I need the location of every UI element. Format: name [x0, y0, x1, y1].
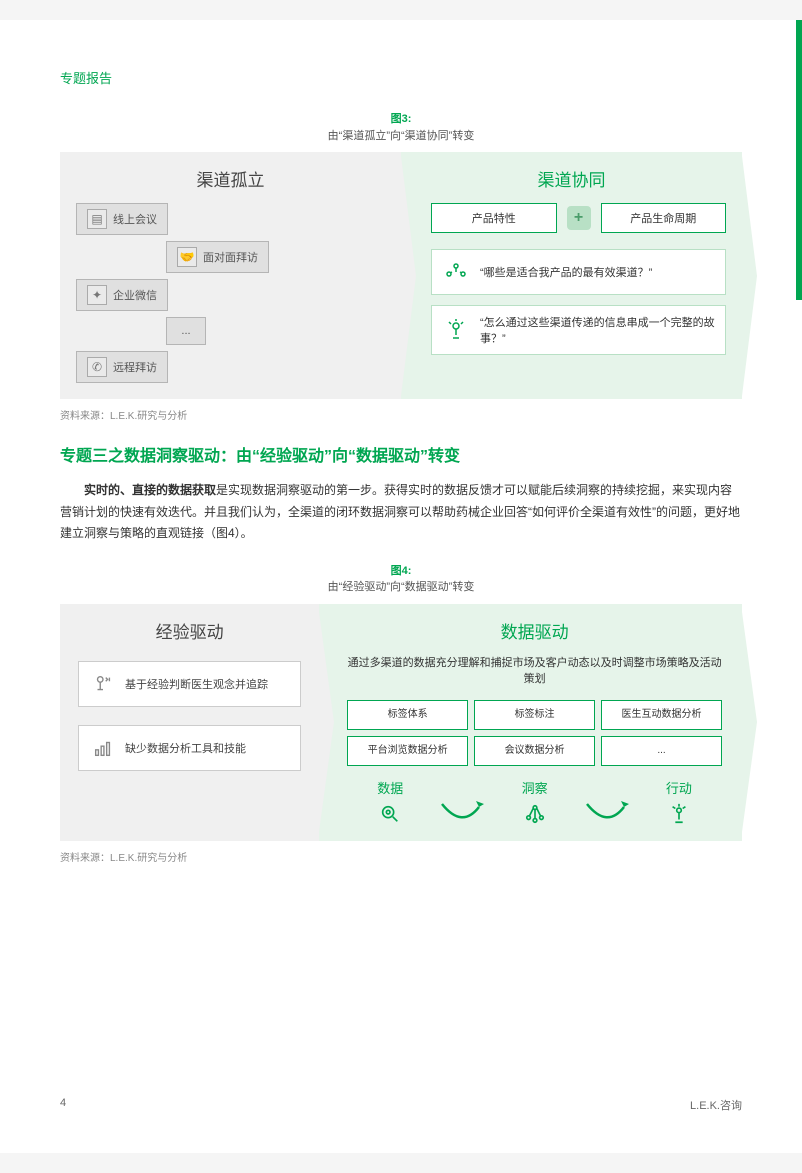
grey-row: ...	[166, 317, 385, 345]
grey-box: 🤝 面对面拜访	[166, 241, 269, 273]
grey-row: 🤝 面对面拜访	[166, 241, 385, 273]
tag-box: ...	[601, 736, 722, 766]
chart-icon	[91, 736, 115, 760]
pill: 产品生命周期	[601, 203, 727, 233]
grey-box: ✦ 企业微信	[76, 279, 168, 311]
pill: 产品特性	[431, 203, 557, 233]
pill-row: 产品特性 + 产品生命周期	[417, 203, 726, 233]
fig4-title: 由“经验驱动”向“数据驱动”转变	[328, 581, 475, 593]
arrow-notch	[319, 612, 334, 832]
grey-box-list: ▤ 线上会议 🤝 面对面拜访 ✦ 企业微信	[76, 203, 385, 383]
grey-box-label: 企业微信	[113, 287, 157, 303]
flow-item: 数据	[347, 778, 433, 827]
accent-bar-top	[796, 20, 802, 300]
handshake-icon: 🤝	[177, 247, 197, 267]
white-box-text: 基于经验判断医生观念并追踪	[125, 676, 268, 692]
footer-brand: L.E.K.咨询	[690, 1097, 742, 1113]
tag-box: 平台浏览数据分析	[347, 736, 468, 766]
action-icon	[636, 801, 722, 827]
fig4-left-title: 经验驱动	[78, 618, 301, 643]
header-label: 专题报告	[60, 68, 742, 87]
quote-text: “哪些是适合我产品的最有效渠道？”	[480, 264, 652, 280]
arrow-notch	[742, 156, 757, 396]
tag-box: 标签标注	[474, 700, 595, 730]
grey-row: ✆ 远程拜访	[76, 351, 385, 383]
body-bold: 实时的、直接的数据获取	[84, 483, 216, 497]
arrow-notch	[401, 156, 416, 396]
quote-text: “怎么通过这些渠道传递的信息串成一个完整的故事？”	[480, 314, 715, 346]
magnifier-icon	[347, 801, 433, 827]
white-box: 基于经验判断医生观念并追踪	[78, 661, 301, 707]
body-paragraph: 实时的、直接的数据获取是实现数据洞察驱动的第一步。获得实时的数据反馈才可以赋能后…	[60, 480, 742, 545]
tag-box: 标签体系	[347, 700, 468, 730]
grey-box: ✆ 远程拜访	[76, 351, 168, 383]
fig3-left-title: 渠道孤立	[76, 166, 385, 191]
grey-box: ...	[166, 317, 206, 345]
section-heading: 专题三之数据洞察驱动：由“经验驱动”向“数据驱动”转变	[60, 442, 742, 466]
fig4-source: 资料来源：L.E.K.研究与分析	[60, 849, 742, 864]
plus-icon: +	[567, 206, 591, 230]
fig3-diagram: 渠道孤立 ▤ 线上会议 🤝 面对面拜访 ✦	[60, 152, 742, 399]
fig4-caption: 图4: 由“经验驱动”向“数据驱动”转变	[60, 563, 742, 596]
page-number: 4	[60, 1097, 66, 1113]
flow-label: 数据	[347, 778, 433, 797]
fig4-right-title: 数据驱动	[347, 618, 722, 643]
fig3-right-panel: 渠道协同 产品特性 + 产品生命周期 “哪些是适合我产品的最有效渠道？” “怎么…	[401, 152, 742, 399]
flow-row: 数据 洞察 行动	[347, 778, 722, 827]
grey-box-label: 面对面拜访	[203, 249, 258, 265]
grey-box-label: 线上会议	[113, 211, 157, 227]
tag-grid: 标签体系 标签标注 医生互动数据分析 平台浏览数据分析 会议数据分析 ...	[347, 700, 722, 766]
fig4-left-panel: 经验驱动 基于经验判断医生观念并追踪 缺少数据分析工具和技能	[60, 604, 319, 841]
tag-box: 医生互动数据分析	[601, 700, 722, 730]
people-icon	[442, 258, 470, 286]
flow-item: 洞察	[491, 778, 577, 827]
flow-label: 行动	[636, 778, 722, 797]
fig3-left-panel: 渠道孤立 ▤ 线上会议 🤝 面对面拜访 ✦	[60, 152, 401, 399]
idea-icon	[442, 316, 470, 344]
fig4-num: 图4:	[391, 565, 412, 577]
white-box: 缺少数据分析工具和技能	[78, 725, 301, 771]
grey-box: ▤ 线上会议	[76, 203, 168, 235]
curved-arrow-icon	[582, 799, 632, 825]
white-box-text: 缺少数据分析工具和技能	[125, 740, 246, 756]
fig4-subtitle: 通过多渠道的数据充分理解和捕捉市场及客户动态以及时调整市场策略及活动策划	[347, 655, 722, 688]
page: 专题报告 图3: 由“渠道孤立”向“渠道协同”转变 渠道孤立 ▤ 线上会议 🤝	[0, 20, 802, 1153]
quote-box: “哪些是适合我产品的最有效渠道？”	[431, 249, 726, 295]
grey-row: ✦ 企业微信	[76, 279, 385, 311]
network-icon	[491, 801, 577, 827]
grey-row: ▤ 线上会议	[76, 203, 385, 235]
network-icon: ✦	[87, 285, 107, 305]
person-icon	[91, 672, 115, 696]
fig3-caption: 图3: 由“渠道孤立”向“渠道协同”转变	[60, 111, 742, 144]
flow-label: 洞察	[491, 778, 577, 797]
fig3-source: 资料来源：L.E.K.研究与分析	[60, 407, 742, 422]
grey-box-label: 远程拜访	[113, 359, 157, 375]
fig3-right-title: 渠道协同	[417, 166, 726, 191]
fig4-right-panel: 数据驱动 通过多渠道的数据充分理解和捕捉市场及客户动态以及时调整市场策略及活动策…	[319, 604, 742, 841]
fig4-diagram: 经验驱动 基于经验判断医生观念并追踪 缺少数据分析工具和技能 数据驱动 通过多渠…	[60, 604, 742, 841]
quote-box: “怎么通过这些渠道传递的信息串成一个完整的故事？”	[431, 305, 726, 355]
fig3-title: 由“渠道孤立”向“渠道协同”转变	[328, 130, 475, 142]
footer: 4 L.E.K.咨询	[60, 1097, 742, 1113]
presentation-icon: ▤	[87, 209, 107, 229]
grey-box-label: ...	[181, 325, 190, 337]
flow-item: 行动	[636, 778, 722, 827]
tag-box: 会议数据分析	[474, 736, 595, 766]
curved-arrow-icon	[437, 799, 487, 825]
arrow-notch	[742, 612, 757, 832]
fig3-num: 图3:	[391, 113, 412, 125]
phone-icon: ✆	[87, 357, 107, 377]
